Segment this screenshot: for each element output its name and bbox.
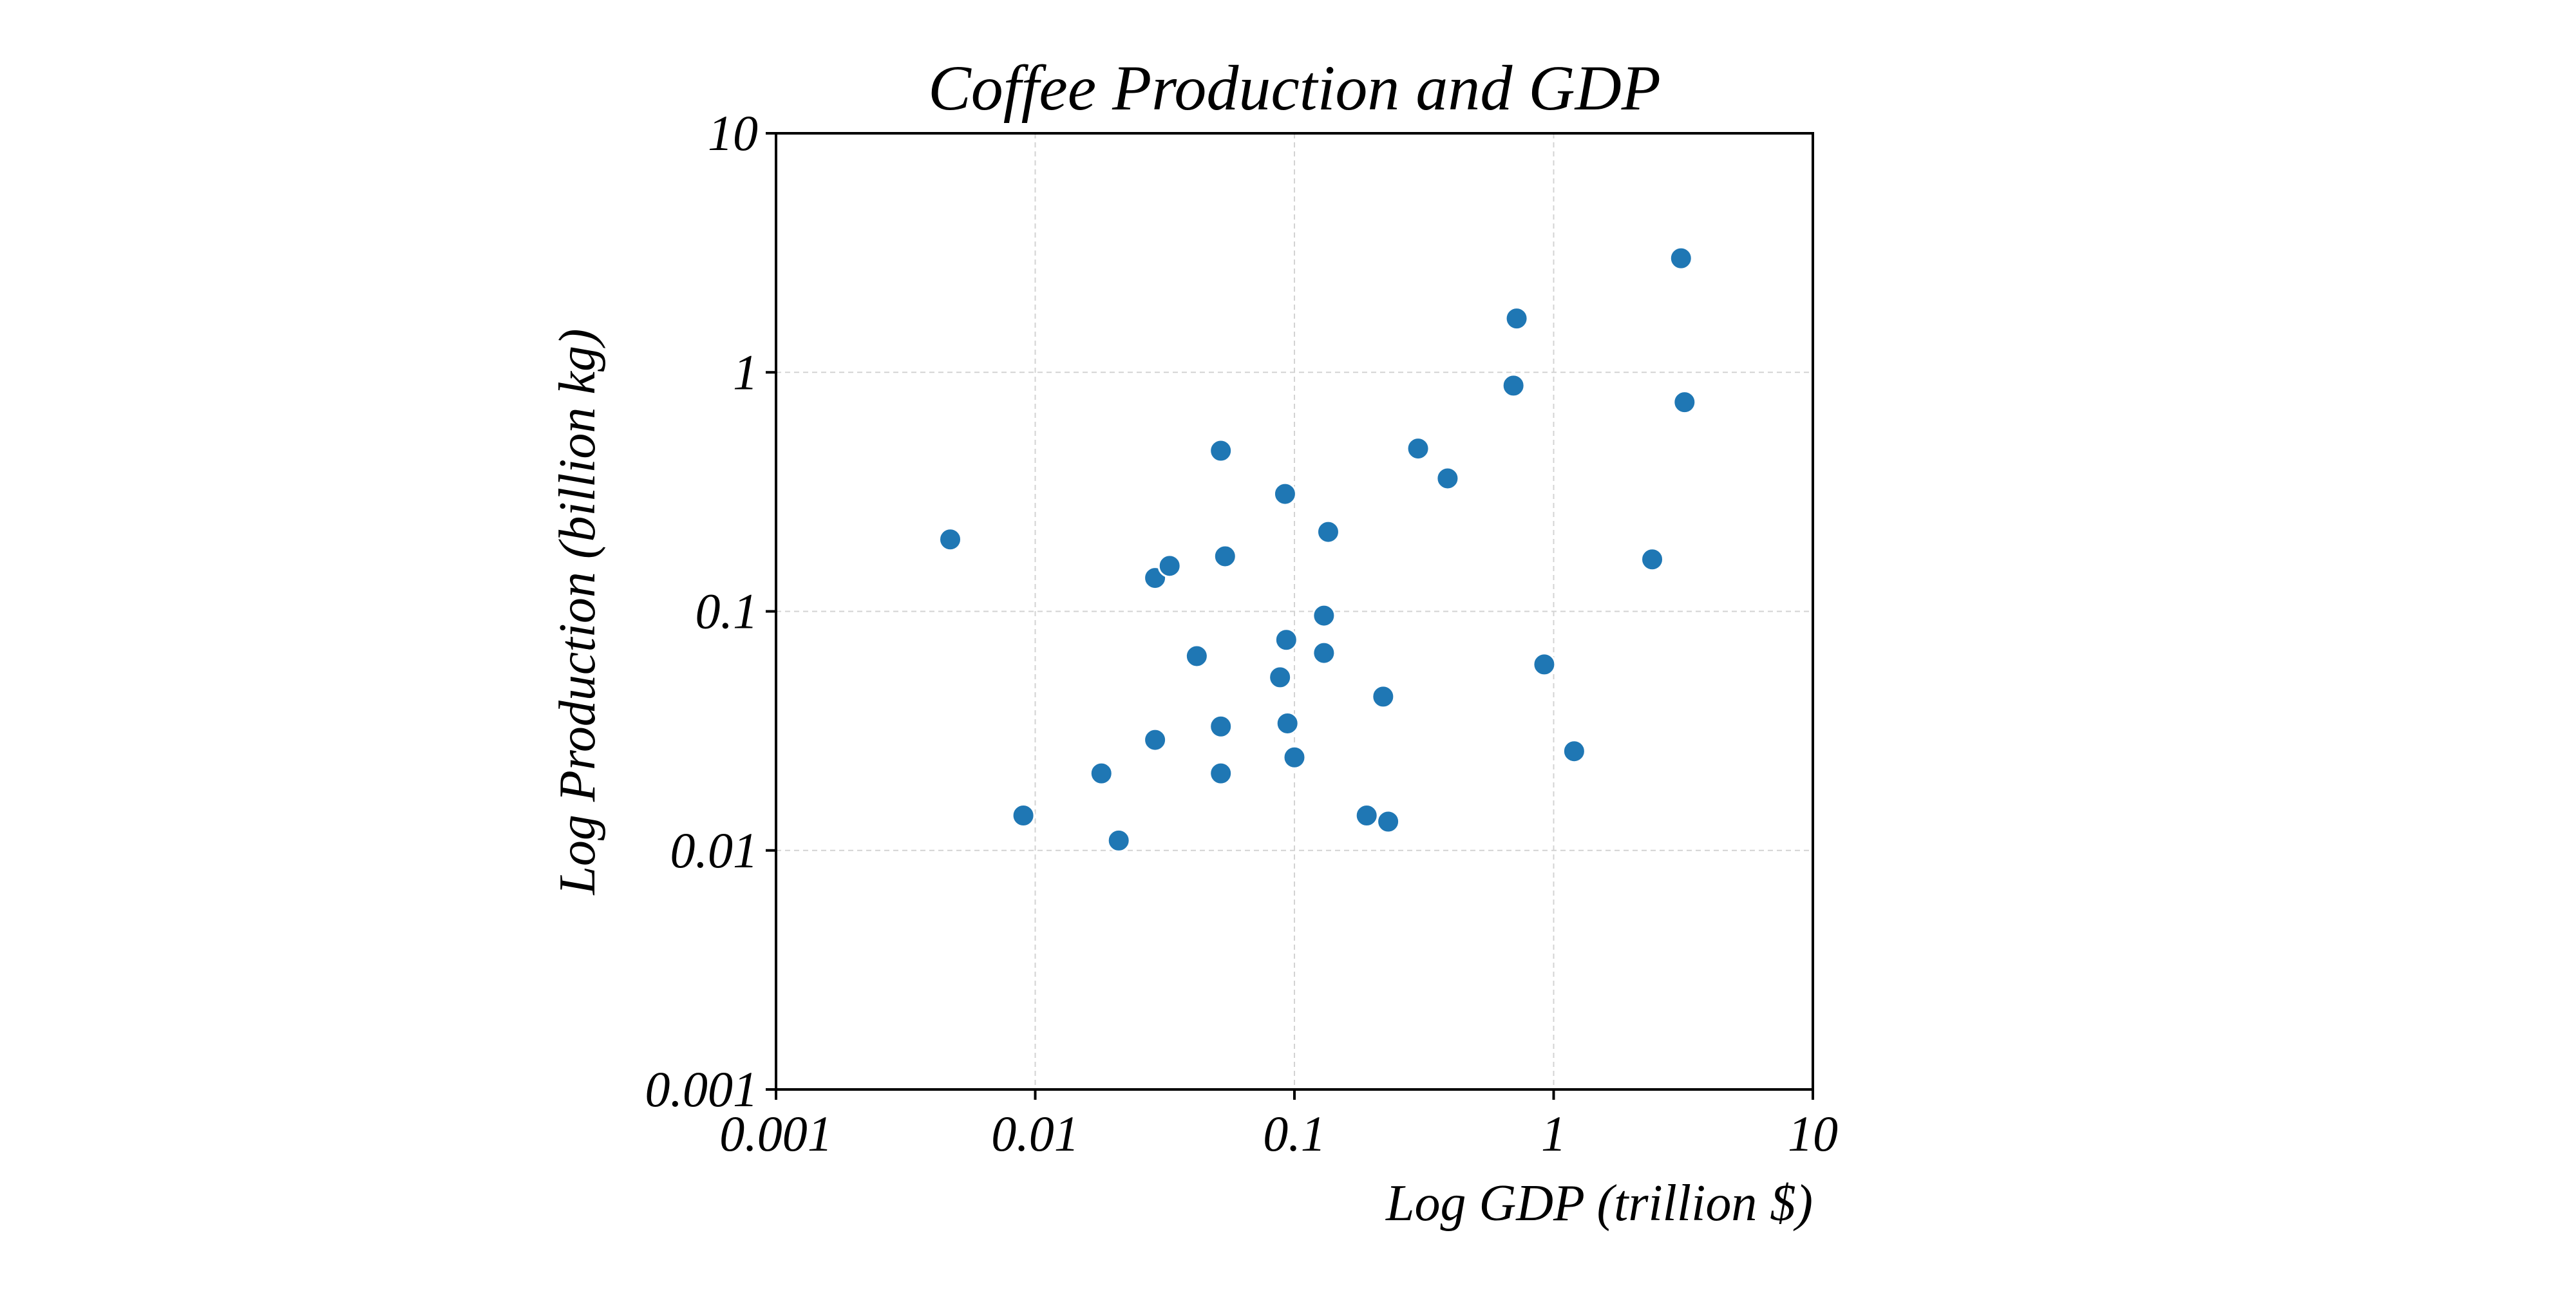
scatter-point (1312, 603, 1336, 628)
scatter-point (1312, 641, 1336, 665)
scatter-point (1106, 828, 1131, 853)
scatter-point (1406, 437, 1430, 461)
scatter-point (1157, 554, 1182, 578)
scatter-point (1640, 547, 1665, 572)
scatter-point (1316, 520, 1340, 544)
y-tick-label: 10 (708, 105, 758, 161)
ticks-layer: 0.001 0.01 0.1 1 10 0.001 0.01 0.1 1 10 (645, 105, 1839, 1162)
scatter-point (1011, 804, 1036, 827)
x-axis-label: Log GDP (trillion $) (1385, 1175, 1813, 1232)
scatter-point (1504, 306, 1529, 331)
scatter-point (938, 527, 963, 552)
y-tick-label: 0.01 (670, 822, 759, 878)
y-axis-label: Log Production (billion kg) (549, 328, 606, 895)
x-tick-label: 10 (1788, 1106, 1838, 1162)
chart-title: Coffee Production and GDP (928, 52, 1661, 124)
scatter-point (1672, 390, 1697, 415)
scatter-point (1209, 438, 1233, 463)
scatter-point (1184, 644, 1209, 668)
scatter-point (1282, 745, 1307, 769)
x-tick-label: 1 (1541, 1106, 1566, 1162)
scatter-point (1209, 761, 1233, 786)
y-tick-label: 1 (733, 344, 758, 400)
scatter-point (1209, 714, 1233, 739)
scatter-point (1143, 728, 1168, 752)
scatter-point (1275, 711, 1300, 735)
x-tick-label: 0.001 (719, 1106, 833, 1162)
scatter-point (1268, 665, 1293, 690)
scatter-point (1371, 684, 1396, 709)
scatter-point (1089, 761, 1113, 786)
scatter-point (1354, 804, 1379, 827)
y-tick-label: 0.1 (696, 583, 759, 639)
scatter-point (1562, 739, 1586, 764)
scatter-point (1274, 628, 1298, 652)
scatter-point (1669, 246, 1693, 270)
scatter-point (1213, 544, 1237, 569)
scatter-point (1532, 652, 1557, 677)
scatter-point (1501, 373, 1526, 398)
points-layer (938, 246, 1697, 853)
scatter-point (1273, 482, 1297, 506)
scatter-point (1376, 809, 1401, 834)
x-tick-label: 0.1 (1263, 1106, 1326, 1162)
grid-layer (776, 133, 1813, 1089)
x-tick-label: 0.01 (991, 1106, 1079, 1162)
scatter-point (1435, 466, 1460, 491)
y-tick-label: 0.001 (645, 1061, 759, 1117)
